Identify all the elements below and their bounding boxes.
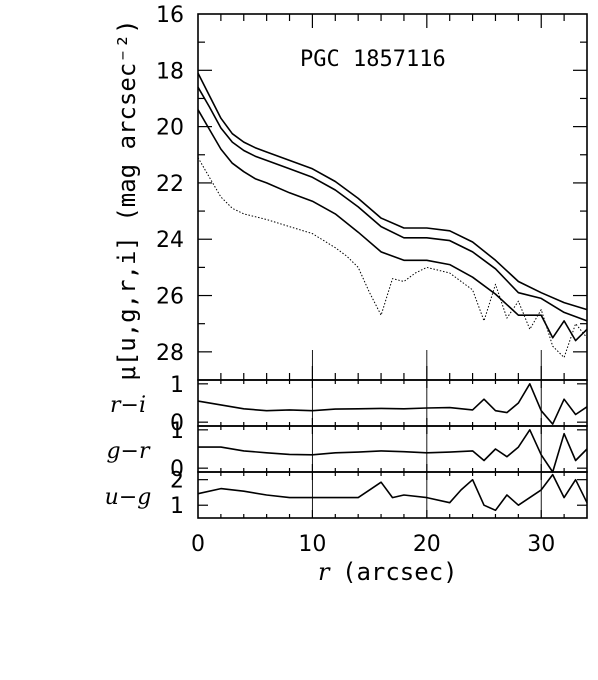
y-tick-label: 2: [170, 469, 184, 494]
x-tick-label: 20: [413, 532, 441, 557]
series-line-g-minus-r-0: [198, 429, 588, 473]
panel-label-r-i: r−i: [110, 393, 146, 418]
series-line-surface-brightness-1: [197, 86, 588, 322]
x-tick-label: 10: [298, 532, 326, 557]
series-line-r-minus-i-0: [197, 383, 588, 425]
series-line-surface-brightness-0: [197, 72, 588, 311]
y-tick-label: 20: [156, 116, 184, 141]
y-tick-label: 18: [156, 59, 184, 84]
x-tick-label: 30: [527, 532, 555, 557]
y-tick-label: 28: [156, 341, 184, 366]
series-line-surface-brightness-3: [197, 157, 588, 358]
y-axis-title: μ[u,g,r,i] (mag arcsec⁻²): [113, 19, 141, 380]
y-tick-label: 1: [170, 373, 184, 398]
y-tick-label: 1: [170, 419, 184, 444]
svg-text:r: r: [318, 558, 331, 586]
annotation-label: PGC 1857116: [300, 47, 446, 72]
y-tick-label: 0: [170, 457, 184, 482]
x-tick-label: 0: [191, 532, 205, 557]
svg-text:(arcsec): (arcsec): [342, 558, 458, 586]
x-axis-title: r (arcsec): [318, 558, 458, 586]
frames-layer: [197, 13, 588, 519]
y-tick-label: 24: [156, 228, 184, 253]
y-tick-label: 1: [170, 494, 184, 519]
y-tick-label: 26: [156, 285, 184, 310]
ticks-layer: [198, 14, 587, 518]
y-tick-label: 0: [170, 411, 184, 436]
y-tick-label: 16: [156, 3, 184, 28]
series-layer: [197, 72, 588, 512]
series-line-u-minus-g-0: [197, 473, 588, 512]
panel-label-u-g: u−g: [105, 485, 152, 510]
y-tick-label: 22: [156, 172, 184, 197]
panel-label-g-r: g−r: [106, 439, 151, 464]
panel-frame-u-minus-g: [197, 471, 588, 519]
series-line-surface-brightness-2: [197, 109, 588, 342]
